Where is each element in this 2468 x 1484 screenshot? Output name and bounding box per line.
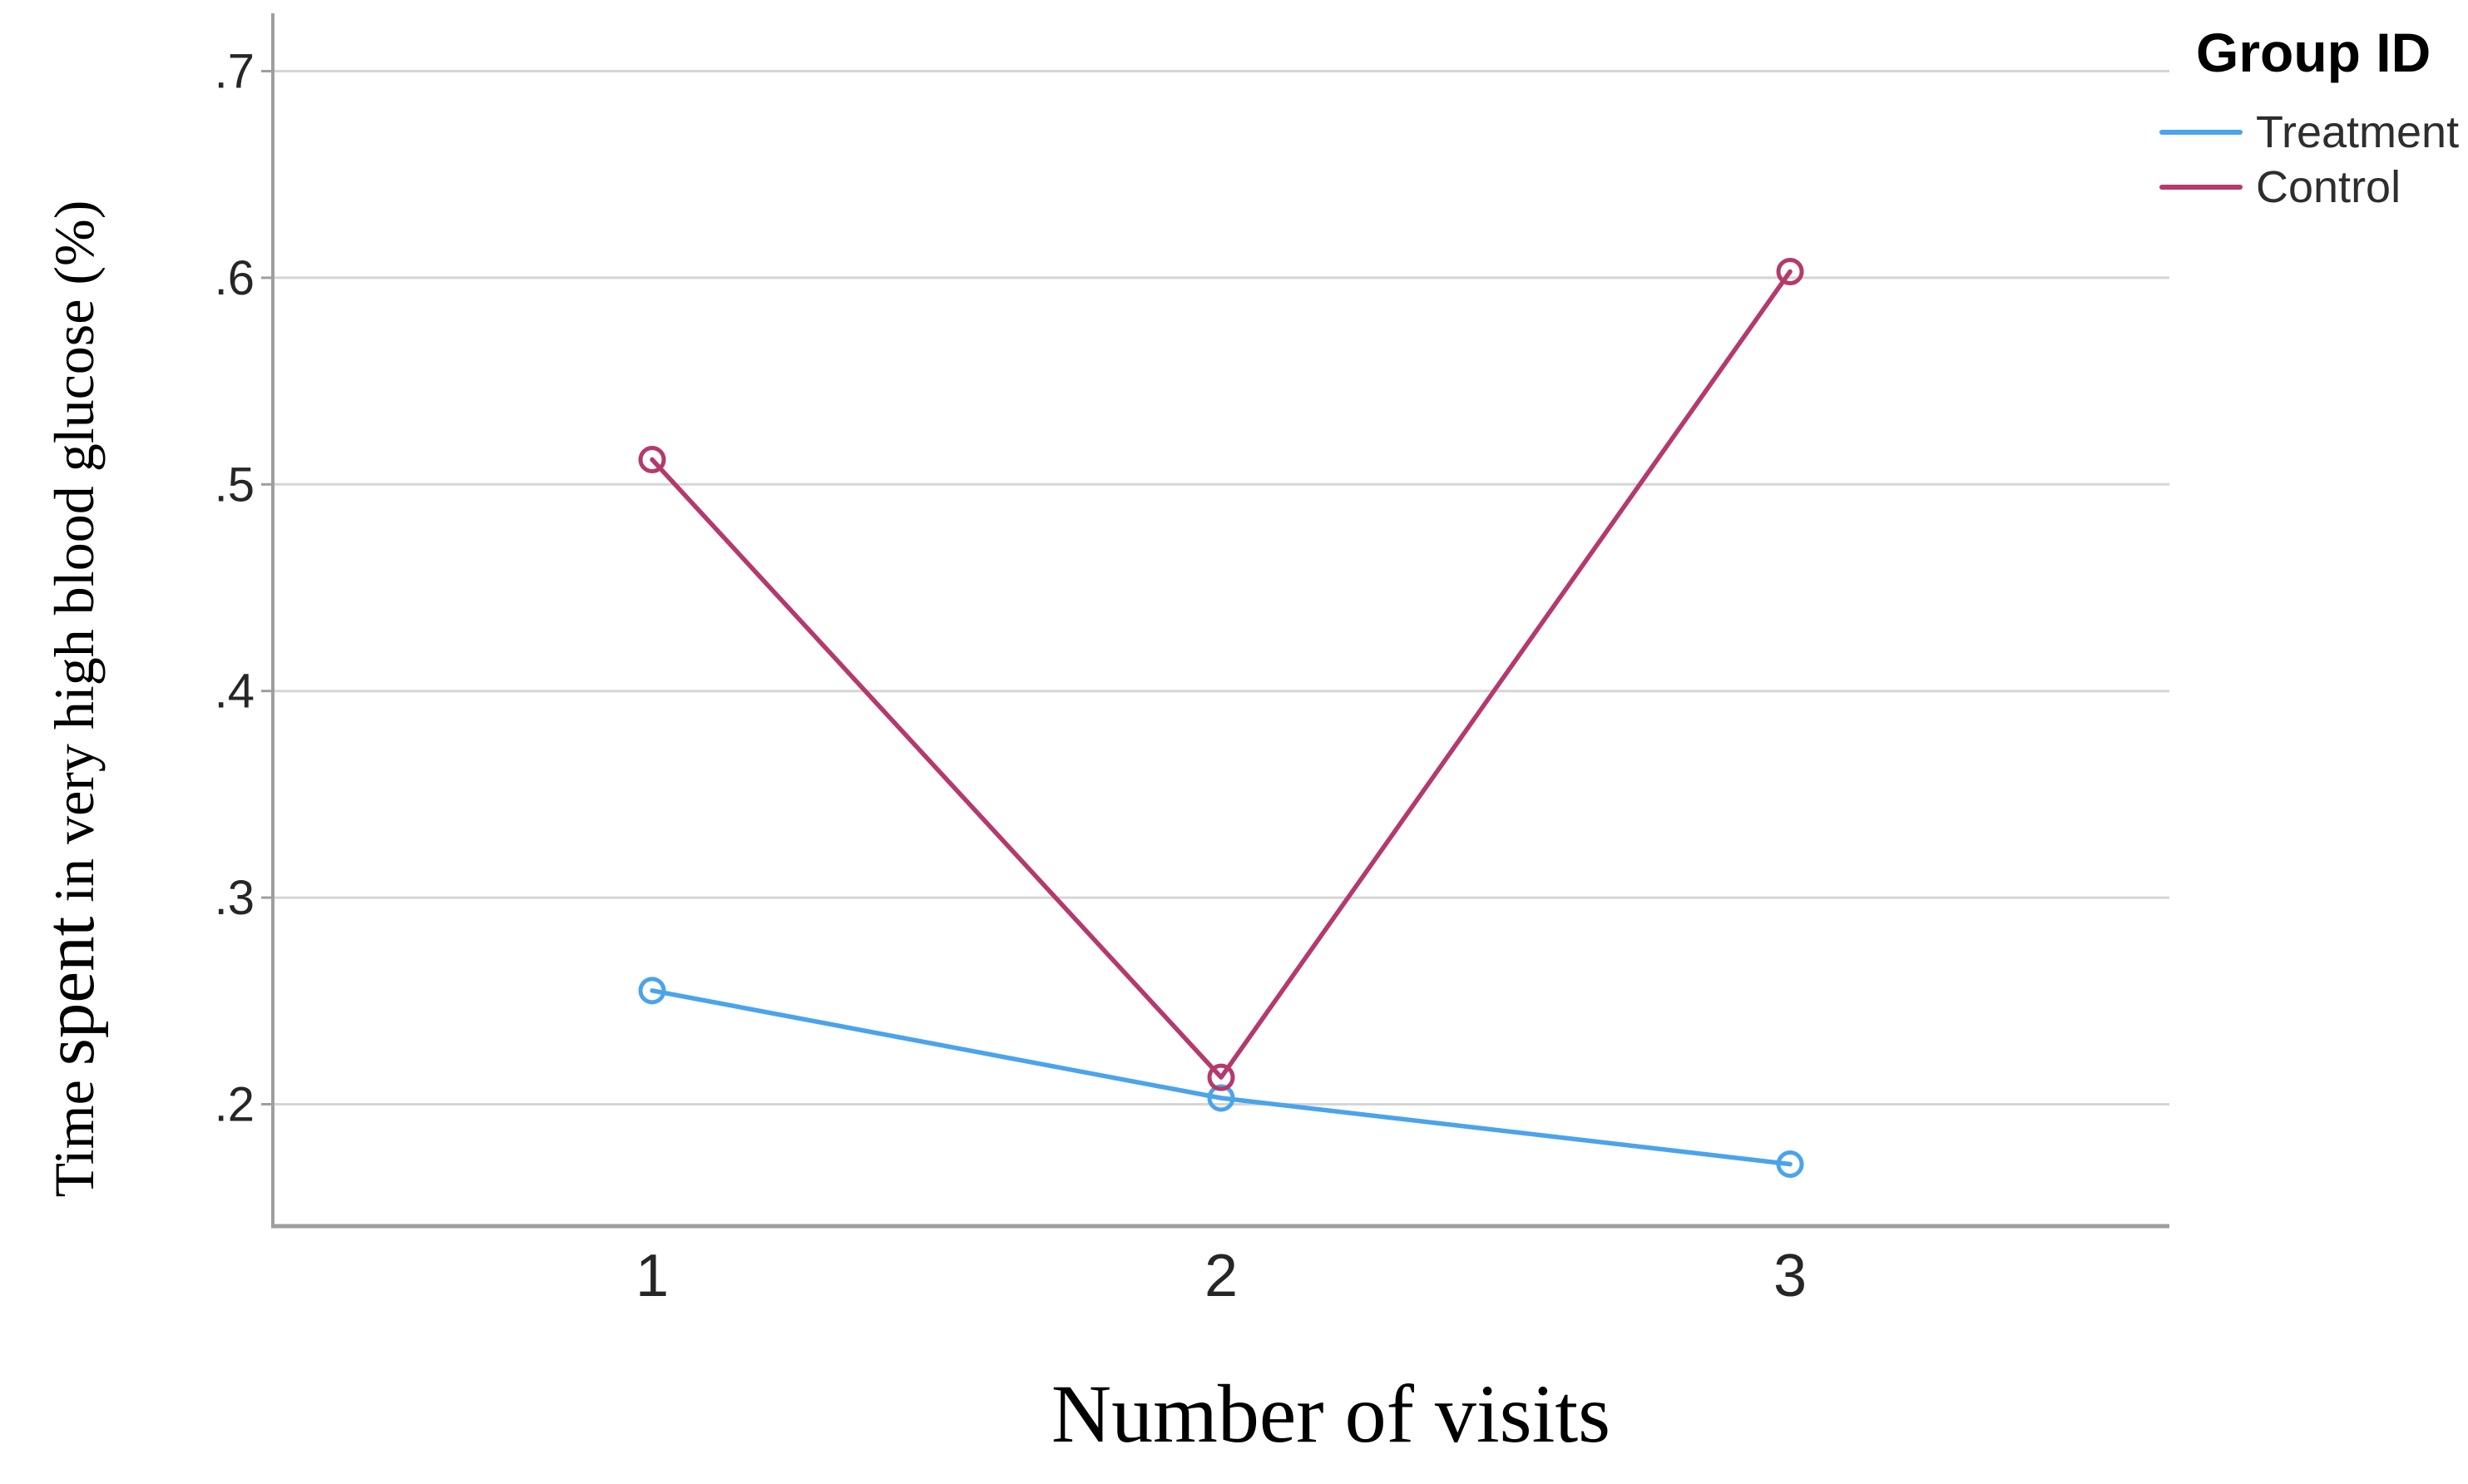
y-tick-label: .7	[215, 45, 255, 99]
y-tick-label: .5	[215, 458, 255, 512]
legend-item-treatment: Treatment	[2159, 105, 2467, 160]
y-axis-title-text-pre: Time	[42, 1066, 106, 1198]
x-tick-label: 3	[1773, 1243, 1807, 1309]
series-line-control	[650, 269, 1793, 1080]
marker-treatment-3	[1776, 1150, 1804, 1178]
legend: Group ID Treatment Control	[2159, 20, 2467, 215]
y-tick-label: .4	[215, 665, 255, 719]
legend-items: Treatment Control	[2159, 105, 2467, 215]
legend-title: Group ID	[2196, 22, 2431, 83]
x-tick-label: 1	[636, 1243, 669, 1309]
series-line-treatment	[650, 988, 1793, 1167]
x-axis-title: Number of visits	[1051, 1368, 1611, 1460]
marker-treatment-1	[638, 977, 666, 1005]
x-tick-label: 2	[1204, 1243, 1238, 1309]
marker-control-3	[1776, 257, 1804, 285]
legend-item-label: Treatment	[2256, 107, 2460, 157]
y-axis-title-emphasis: spent	[31, 916, 109, 1066]
marker-control-2	[1207, 1063, 1235, 1091]
marker-treatment-2	[1207, 1084, 1235, 1112]
y-tick-label: .6	[215, 251, 255, 305]
legend-item-control: Control	[2159, 160, 2467, 215]
y-axis-title: Time spent in very high blood glucose (%…	[29, 200, 111, 1198]
y-tick-label: .3	[215, 871, 255, 925]
y-tick-label: .2	[215, 1077, 255, 1131]
marker-control-1	[638, 446, 666, 474]
legend-line-swatch-icon	[2159, 130, 2243, 135]
y-axis-title-text-post: in very high blood glucose (%)	[42, 200, 106, 917]
legend-item-label: Control	[2256, 162, 2401, 212]
legend-line-swatch-icon	[2159, 185, 2243, 190]
